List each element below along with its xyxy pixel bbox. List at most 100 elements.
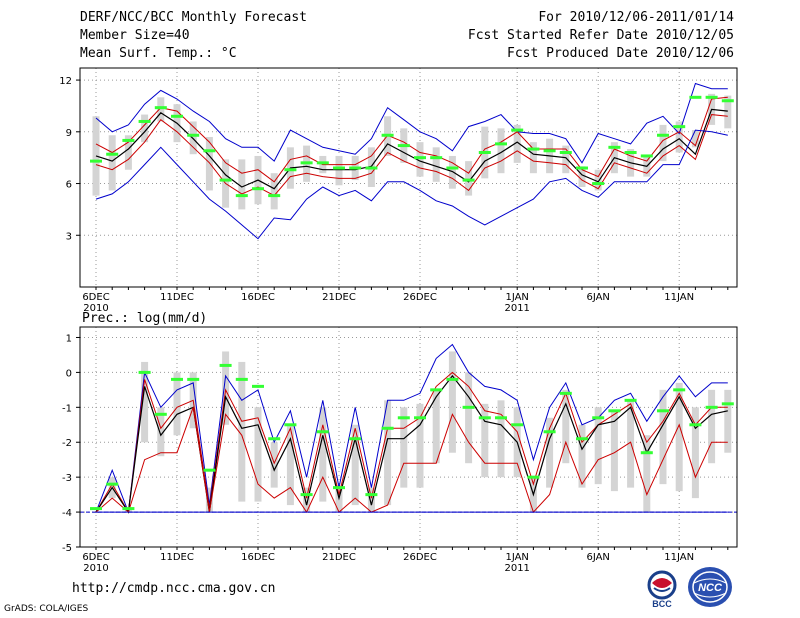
- temp-xtick-label: 11JAN: [664, 292, 694, 303]
- temp-spread-bar: [124, 135, 132, 170]
- temp-observed-marker: [397, 144, 410, 148]
- prec-observed-marker: [495, 416, 507, 420]
- temp-observed-marker: [657, 133, 669, 137]
- prec-spread-bar: [691, 407, 699, 499]
- prec-spread-bar: [157, 407, 165, 457]
- temp-xtick-sublabel: 2010: [83, 303, 108, 314]
- prec-observed-marker: [478, 416, 491, 420]
- prec-spread-bar: [448, 351, 456, 453]
- prec-spread-bar: [238, 361, 246, 502]
- prec-observed-marker: [122, 507, 135, 511]
- prec-observed-marker: [430, 388, 443, 392]
- website-url[interactable]: http://cmdp.ncc.cma.gov.cn: [72, 581, 276, 596]
- prec-max-line: [95, 343, 728, 513]
- prec-spread-bar: [546, 417, 554, 488]
- temp-observed-marker: [154, 106, 167, 110]
- prec-observed-marker: [543, 430, 556, 434]
- prec-observed-marker: [527, 475, 540, 479]
- temp-observed-marker: [333, 166, 345, 170]
- temp-spread-bar: [497, 128, 505, 174]
- prec-observed-marker: [689, 423, 702, 427]
- temp-observed-marker: [592, 182, 605, 186]
- prec-spread-bar: [481, 403, 489, 478]
- prec-observed-marker: [138, 370, 151, 374]
- temp-observed-marker: [446, 166, 459, 170]
- prec-observed-marker: [511, 423, 524, 427]
- temp-spread-bar: [513, 124, 521, 163]
- prec-spread-bar: [562, 389, 570, 464]
- prec-spread-bar: [270, 442, 278, 488]
- temp-observed-marker: [252, 187, 264, 191]
- grads-credit: GrADS: COLA/IGES: [4, 604, 89, 614]
- temp-spread-bar: [578, 166, 586, 187]
- temp-observed-marker: [171, 114, 183, 118]
- temp-xtick-label: 1JAN: [505, 292, 528, 303]
- temp-xtick-label: 16DEC: [241, 292, 275, 303]
- prec-spread-bar: [497, 400, 505, 478]
- forecast-period: For 2010/12/06-2011/01/14: [538, 10, 734, 25]
- temp-max-line: [95, 82, 728, 164]
- prec-observed-marker: [235, 377, 248, 381]
- temp-observed-marker: [495, 142, 507, 146]
- temp-spread-bar: [724, 95, 732, 129]
- temp-spread-bar: [141, 114, 149, 143]
- temp-observed-marker: [203, 149, 216, 153]
- temp-xtick-label: 26DEC: [403, 292, 437, 303]
- prec-spread-bar: [254, 407, 262, 502]
- temp-xtick-sublabel: 2011: [504, 303, 529, 314]
- temp-ytick-label: 9: [66, 128, 72, 139]
- temp-observed-marker: [527, 147, 540, 151]
- prec-observed-marker: [462, 405, 475, 409]
- prec-xtick-sublabel: 2011: [504, 563, 529, 574]
- temp-observed-marker: [543, 149, 556, 153]
- temp-observed-marker: [90, 159, 102, 163]
- bcc-logo: BCC: [640, 565, 684, 613]
- temp-spread-bar: [205, 136, 213, 191]
- fcst-started-date: Fcst Started Refer Date 2010/12/05: [467, 28, 734, 43]
- prec-xtick-label: 6JAN: [586, 552, 609, 563]
- prec-observed-marker: [381, 426, 394, 430]
- temp-observed-marker: [640, 154, 653, 158]
- temp-spread-bar: [675, 121, 683, 153]
- prec-xtick-label: 16DEC: [241, 552, 275, 563]
- chart-title: DERF/NCC/BCC Monthly Forecast: [80, 10, 307, 25]
- prec-spread-bar: [659, 389, 667, 485]
- temp-spread-bar: [432, 147, 440, 182]
- prec-observed-marker: [187, 377, 200, 381]
- prec-observed-marker: [154, 412, 167, 416]
- prec-xtick-label: 6DEC: [82, 552, 109, 563]
- prec-spread-bar: [578, 424, 586, 488]
- prec-frame: [79, 326, 738, 548]
- temp-spread-bar: [416, 142, 424, 177]
- prec-observed-marker: [608, 409, 621, 413]
- temp-spread-bar: [157, 97, 165, 122]
- prec-observed-marker: [203, 468, 216, 472]
- temp-observed-marker: [219, 178, 232, 182]
- prec-spread-bar: [367, 487, 375, 513]
- temp-observed-marker: [705, 95, 718, 99]
- temp-spread-bar: [465, 161, 473, 196]
- prec-observed-marker: [316, 430, 329, 434]
- prec-observed-marker: [268, 437, 281, 441]
- temp-observed-marker: [462, 178, 475, 182]
- member-size: Member Size=40: [80, 28, 190, 43]
- temp-observed-marker: [187, 133, 200, 137]
- temp-spread-bar: [691, 130, 699, 148]
- prec-xtick-label: 21DEC: [322, 552, 356, 563]
- prec-spread-bar: [141, 361, 149, 443]
- prec-observed-marker: [657, 409, 669, 413]
- prec-spread-bar: [286, 424, 294, 506]
- temp-observed-marker: [608, 145, 621, 149]
- temp-observed-marker: [478, 150, 491, 154]
- prec-spread-bar: [400, 407, 408, 488]
- temp-spread-bar: [448, 155, 456, 189]
- temp-observed-marker: [381, 133, 394, 137]
- prec-xtick-label: 11JAN: [664, 552, 694, 563]
- temp-spread-bar: [270, 173, 278, 210]
- temp-observed-marker: [235, 194, 248, 198]
- prec-spread-bar: [643, 435, 651, 513]
- prec-ytick-label: -3: [62, 473, 72, 484]
- temp-observed-marker: [721, 99, 734, 103]
- prec-spread-bar: [675, 382, 683, 492]
